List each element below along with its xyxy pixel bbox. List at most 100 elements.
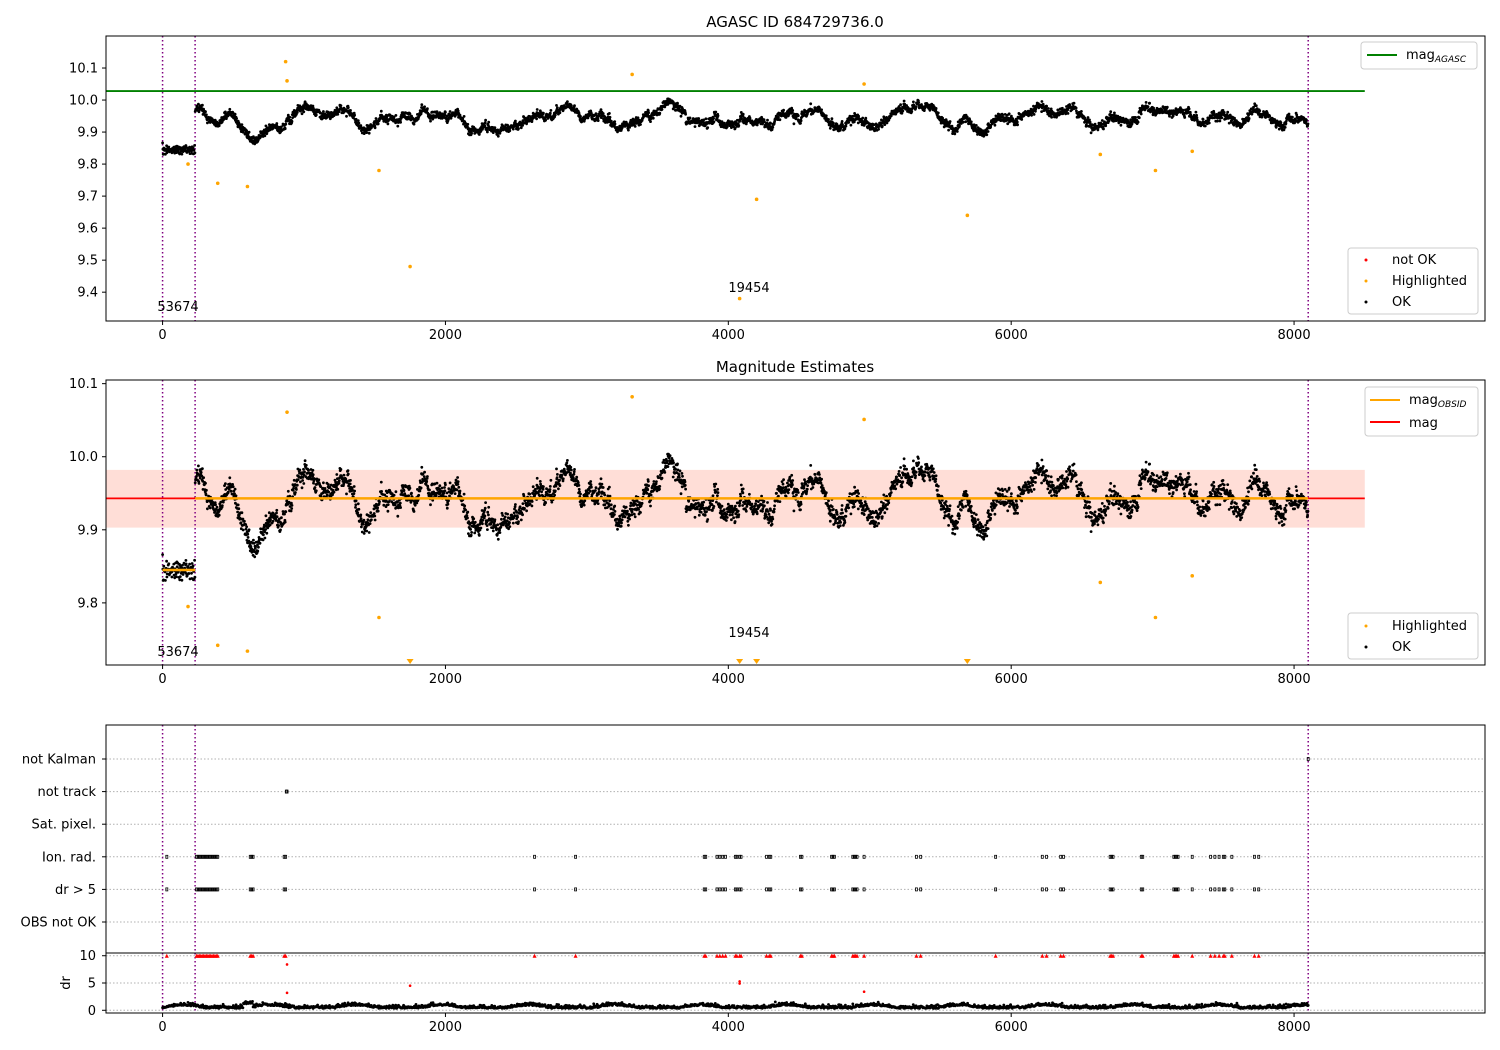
ok-point	[993, 123, 997, 127]
ok-point	[264, 528, 267, 531]
ok-point	[469, 533, 473, 537]
x-tick-label: 2000	[429, 328, 462, 343]
ok-point	[188, 562, 192, 566]
ok-point	[429, 503, 432, 507]
ok-point	[311, 473, 315, 477]
ok-point	[283, 512, 286, 516]
panel1-ok-points	[161, 97, 1310, 156]
ok-point	[199, 471, 203, 474]
ok-point	[477, 526, 481, 530]
ok-point	[197, 110, 201, 114]
highlighted-point	[1190, 149, 1195, 154]
panel2-title: Magnitude Estimates	[716, 358, 874, 376]
ok-point	[264, 514, 268, 518]
ok-point	[217, 124, 221, 128]
ok-point	[1130, 122, 1134, 125]
ok-point	[910, 110, 914, 113]
ok-point	[445, 506, 449, 510]
ok-point	[328, 486, 332, 489]
ok-point	[462, 115, 466, 118]
ok-point	[483, 124, 487, 128]
ok-point	[964, 120, 968, 124]
ok-point	[599, 108, 603, 112]
ok-point	[479, 129, 483, 133]
ok-point	[1146, 105, 1150, 108]
ok-point	[252, 538, 255, 542]
ok-point	[852, 120, 856, 124]
ok-point	[748, 116, 752, 120]
ok-point	[663, 105, 667, 109]
ok-point	[465, 514, 469, 518]
ok-point	[540, 490, 543, 494]
ok-point	[399, 506, 402, 509]
ok-point	[352, 485, 356, 488]
ok-point	[1203, 124, 1207, 128]
ok-point	[901, 109, 905, 113]
ok-point	[448, 110, 452, 113]
ok-point	[428, 488, 431, 492]
ok-point	[1183, 116, 1187, 119]
ok-point	[1020, 118, 1024, 121]
ok-point	[187, 572, 191, 575]
ok-point	[261, 538, 265, 542]
ok-point	[362, 518, 366, 522]
ok-point	[706, 126, 710, 129]
ok-point	[161, 553, 165, 556]
ok-point	[233, 487, 237, 491]
ok-point	[1072, 101, 1076, 105]
ok-point	[319, 485, 322, 488]
ok-point	[555, 104, 558, 107]
ok-point	[712, 120, 716, 124]
ok-point	[470, 531, 473, 534]
ok-point	[633, 125, 637, 128]
ok-point	[357, 121, 361, 125]
legend-not-ok: not OK	[1392, 253, 1437, 268]
ok-point	[1283, 126, 1287, 129]
ok-point	[280, 516, 283, 520]
ok-point	[254, 545, 257, 549]
ok-point	[294, 491, 297, 494]
ok-point	[249, 545, 253, 548]
ok-point	[538, 480, 542, 483]
ok-point	[342, 473, 346, 477]
ok-point	[359, 513, 363, 517]
ok-point	[449, 116, 453, 120]
ok-point	[167, 562, 171, 566]
ok-point	[1291, 115, 1294, 119]
ok-point	[277, 524, 280, 527]
ok-point	[1222, 111, 1226, 114]
ok-point	[386, 122, 390, 126]
ok-point	[469, 528, 472, 531]
ok-point	[193, 558, 197, 562]
ok-point	[847, 121, 851, 124]
ok-point	[542, 111, 545, 115]
ok-point	[435, 110, 439, 113]
ok-point	[947, 128, 950, 132]
ok-point	[262, 533, 265, 537]
ok-point	[234, 494, 238, 498]
legend-mag-agasc-subscript: AGASC	[1434, 55, 1467, 65]
ok-point	[466, 510, 470, 514]
ok-point	[376, 506, 379, 510]
ok-point	[263, 134, 267, 138]
ok-point	[226, 490, 230, 494]
ok-point	[245, 525, 249, 529]
ok-point	[367, 531, 371, 534]
ok-point	[512, 511, 516, 515]
ok-point	[953, 132, 957, 136]
ok-point	[508, 521, 511, 525]
ok-point	[336, 112, 340, 116]
ok-point	[349, 109, 352, 112]
ok-point	[508, 129, 512, 133]
ok-point	[596, 119, 600, 122]
ok-point	[332, 490, 336, 494]
panel1-legend-lower: not OK Highlighted OK	[1347, 247, 1479, 315]
ok-point	[1044, 106, 1048, 110]
ok-point	[491, 529, 495, 533]
ok-point	[912, 100, 915, 104]
ok-point	[193, 481, 197, 485]
ok-point	[1187, 107, 1191, 111]
x-tick-label: 6000	[995, 672, 1028, 687]
ok-point	[413, 503, 417, 507]
ok-point	[275, 508, 279, 512]
